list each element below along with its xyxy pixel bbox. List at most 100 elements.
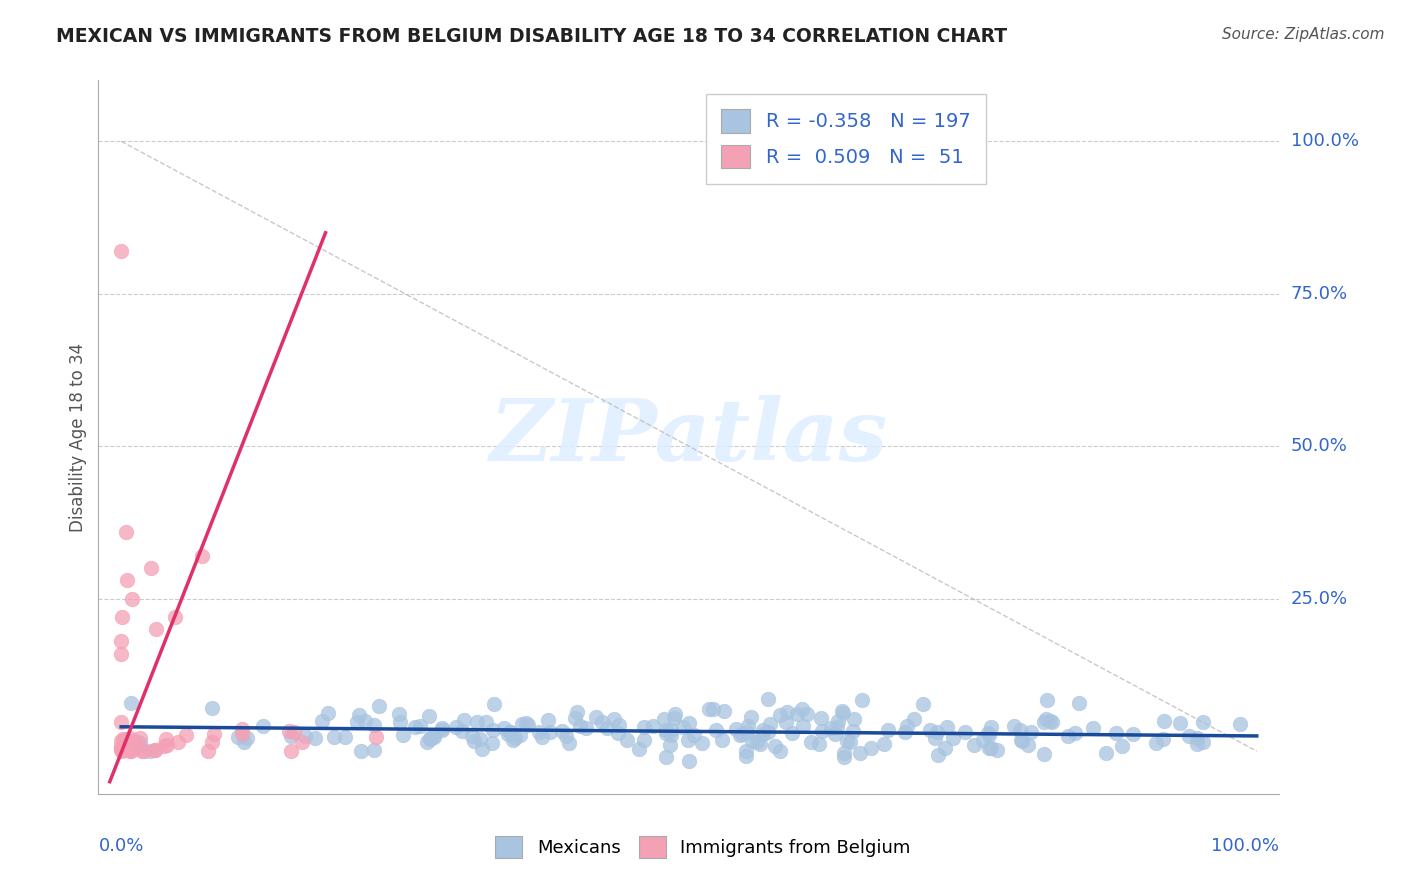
Point	[977, 726, 1000, 740]
Point	[311, 714, 333, 728]
Point	[1083, 722, 1105, 736]
Point	[117, 743, 139, 757]
Point	[775, 715, 797, 730]
Y-axis label: Disability Age 18 to 34: Disability Age 18 to 34	[69, 343, 87, 532]
Point	[728, 729, 751, 743]
Point	[430, 723, 453, 738]
Point	[482, 697, 505, 711]
Point	[824, 727, 846, 741]
Point	[110, 741, 132, 756]
Point	[763, 739, 786, 753]
Point	[735, 748, 758, 763]
Point	[678, 754, 700, 768]
Point	[291, 735, 314, 749]
Point	[1063, 726, 1085, 740]
Point	[450, 723, 472, 738]
Point	[575, 721, 598, 735]
Point	[1042, 714, 1064, 729]
Point	[463, 733, 485, 747]
Point	[564, 711, 586, 725]
Point	[832, 746, 855, 760]
Point	[111, 610, 134, 624]
Point	[936, 720, 959, 734]
Point	[231, 727, 253, 741]
Text: ZIPatlas: ZIPatlas	[489, 395, 889, 479]
Point	[918, 723, 941, 737]
Point	[124, 734, 146, 748]
Point	[418, 709, 440, 723]
Point	[844, 712, 866, 726]
Point	[515, 715, 537, 730]
Point	[409, 719, 432, 733]
Point	[659, 723, 682, 738]
Point	[280, 744, 302, 758]
Point	[585, 710, 607, 724]
Point	[502, 732, 524, 747]
Point	[1039, 714, 1062, 729]
Point	[1111, 739, 1133, 754]
Point	[112, 731, 135, 746]
Point	[903, 712, 925, 726]
Point	[962, 739, 984, 753]
Point	[453, 713, 475, 727]
Text: MEXICAN VS IMMIGRANTS FROM BELGIUM DISABILITY AGE 18 TO 34 CORRELATION CHART: MEXICAN VS IMMIGRANTS FROM BELGIUM DISAB…	[56, 27, 1007, 45]
Point	[460, 729, 482, 743]
Point	[499, 724, 522, 739]
Text: Source: ZipAtlas.com: Source: ZipAtlas.com	[1222, 27, 1385, 42]
Point	[827, 714, 849, 729]
Point	[475, 714, 498, 729]
Point	[153, 739, 176, 753]
Point	[1185, 737, 1208, 751]
Point	[531, 730, 554, 744]
Point	[911, 697, 934, 711]
Point	[725, 722, 748, 736]
Point	[1032, 714, 1054, 729]
Point	[927, 747, 949, 762]
Point	[1035, 712, 1057, 726]
Point	[110, 647, 132, 661]
Point	[496, 727, 519, 741]
Point	[551, 724, 574, 739]
Point	[831, 704, 853, 718]
Point	[430, 721, 453, 735]
Point	[252, 718, 274, 732]
Legend: Mexicans, Immigrants from Belgium: Mexicans, Immigrants from Belgium	[488, 829, 918, 865]
Point	[980, 720, 1002, 734]
Point	[363, 717, 385, 731]
Point	[894, 725, 917, 739]
Point	[481, 735, 503, 749]
Point	[641, 719, 664, 733]
Point	[662, 711, 685, 725]
Point	[769, 744, 792, 758]
Point	[655, 750, 678, 764]
Point	[711, 733, 734, 747]
Point	[731, 727, 754, 741]
Point	[972, 733, 994, 747]
Point	[1168, 715, 1191, 730]
Point	[1192, 715, 1215, 730]
Point	[596, 721, 619, 735]
Point	[494, 721, 516, 735]
Point	[876, 723, 898, 737]
Point	[676, 732, 699, 747]
Point	[423, 730, 446, 744]
Point	[444, 720, 467, 734]
Point	[756, 692, 779, 706]
Point	[129, 736, 152, 750]
Point	[363, 743, 385, 757]
Point	[790, 702, 813, 716]
Point	[827, 721, 849, 735]
Point	[143, 743, 166, 757]
Point	[419, 731, 441, 745]
Point	[510, 717, 533, 731]
Point	[737, 719, 759, 733]
Point	[1010, 733, 1032, 747]
Point	[565, 705, 588, 719]
Point	[555, 730, 578, 744]
Point	[558, 735, 581, 749]
Point	[120, 696, 142, 710]
Legend: R = -0.358   N = 197, R =  0.509   N =  51: R = -0.358 N = 197, R = 0.509 N = 51	[706, 94, 986, 184]
Point	[120, 744, 142, 758]
Point	[697, 701, 720, 715]
Point	[1192, 735, 1215, 749]
